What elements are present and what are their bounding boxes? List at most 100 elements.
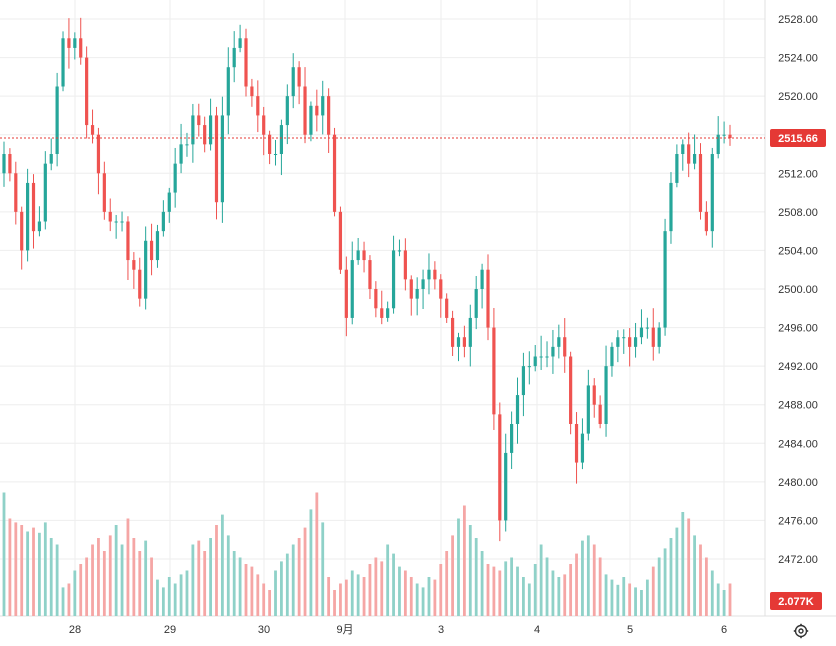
candle-body (138, 269, 142, 299)
volume-bar (309, 509, 313, 616)
volume-bar (150, 557, 153, 616)
volume-bar (374, 557, 378, 616)
volume-bar (38, 532, 41, 616)
volume-bar (356, 574, 360, 616)
y-tick-label: 2496.00 (778, 323, 818, 335)
volume-bar (510, 557, 514, 616)
volume-bar (285, 553, 289, 616)
volume-bar (462, 505, 466, 616)
y-tick-label: 2476.00 (778, 515, 818, 527)
candle-body (610, 346, 614, 367)
volume-bar (179, 574, 183, 616)
candle-body (368, 260, 372, 289)
volume-bar (687, 518, 691, 616)
candle-body (321, 96, 325, 116)
candle-body (563, 337, 567, 357)
volume-bar (49, 538, 53, 616)
candle-body (31, 182, 36, 232)
volume-bar (256, 574, 260, 616)
candle-body (616, 337, 620, 347)
volume-bar (32, 527, 35, 616)
x-tick-label: 4 (534, 624, 540, 636)
candle-body (557, 337, 561, 347)
candle-body (85, 57, 89, 126)
y-tick-label: 2520.00 (778, 91, 818, 103)
volume-bar (73, 570, 77, 616)
candle-body (268, 134, 272, 154)
volume-bar (8, 518, 12, 616)
volume-bar (167, 577, 171, 616)
candle-body (362, 250, 366, 261)
candle-body (126, 221, 130, 261)
candle-body (149, 240, 154, 261)
volume-bar (586, 535, 590, 616)
candle-body (26, 182, 30, 251)
price-candles (2, 17, 732, 542)
candle-body (67, 38, 71, 48)
candle-body (628, 337, 632, 347)
volume-bar (61, 587, 65, 616)
volume-bar (498, 570, 502, 616)
last-price-value: 2515.66 (778, 133, 818, 145)
candle-body (220, 115, 224, 203)
volume-bar (409, 577, 413, 616)
candle-body (504, 452, 508, 521)
candle-body (244, 38, 248, 87)
candle-body (144, 240, 148, 299)
volume-bar (699, 544, 702, 616)
candle-body (2, 154, 6, 174)
volume-bar (516, 566, 519, 616)
candle-body (327, 96, 331, 135)
candle-body (681, 144, 685, 154)
x-tick-label: 5 (627, 624, 633, 636)
candle-body (716, 134, 720, 154)
volume-bar (20, 525, 24, 616)
candle-body (669, 182, 673, 232)
volume-bar (616, 584, 620, 616)
volume-bar (722, 590, 726, 616)
candle-body (120, 221, 124, 223)
volume-bar (120, 544, 124, 616)
volume-bar (522, 577, 525, 616)
candle-body (161, 211, 165, 232)
volume-bar (126, 518, 130, 616)
candle-body (604, 366, 608, 424)
candle-body (309, 105, 313, 135)
candle-body (43, 163, 47, 222)
candle-body (96, 134, 101, 174)
candle-body (480, 269, 484, 289)
y-tick-label: 2508.00 (778, 207, 818, 219)
candle-body (155, 231, 160, 261)
candle-body (61, 38, 65, 87)
candle-body (197, 115, 201, 126)
volume-bar (144, 540, 148, 616)
volume-bar (97, 538, 100, 616)
candle-body (486, 269, 490, 328)
candle-body (651, 327, 655, 347)
volume-bar (173, 583, 177, 616)
candle-body (350, 260, 354, 318)
candle-body (598, 404, 602, 424)
volume-bar (250, 566, 254, 616)
candle-body (20, 211, 24, 251)
volume-bar (457, 518, 460, 616)
x-tick-label: 3 (438, 624, 444, 636)
candle-body (203, 125, 207, 145)
volume-bar (421, 587, 425, 616)
volume-bar (2, 492, 6, 616)
candle-body (403, 250, 407, 280)
volume-bar (545, 557, 549, 616)
volume-bar (108, 535, 112, 616)
settings-button[interactable] (790, 620, 812, 642)
volume-bar (628, 583, 632, 616)
candle-body (315, 105, 319, 116)
candle-body (450, 317, 455, 347)
volume-bar (67, 583, 71, 616)
volume-bar (622, 577, 626, 616)
candle-body (639, 327, 644, 338)
volume-bar (433, 579, 437, 616)
volume-bar (675, 527, 679, 616)
x-axis-tick-labels: 28 29 30 9月 3 4 5 6 (69, 624, 727, 636)
candle-body (14, 173, 18, 212)
